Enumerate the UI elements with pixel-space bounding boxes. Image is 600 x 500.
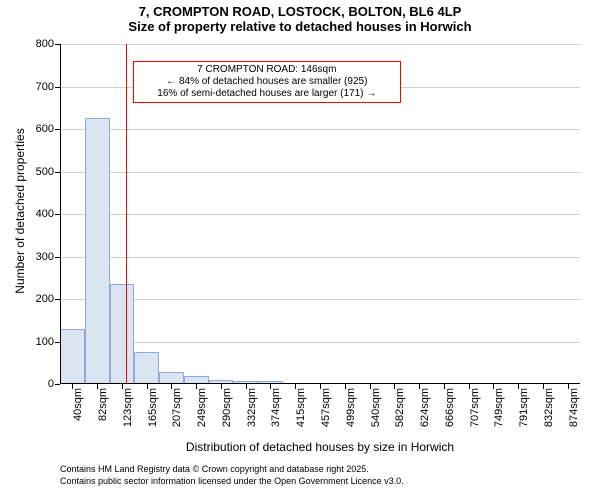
x-tick-label: 123sqm [122,384,134,427]
gridline [60,257,580,258]
x-tick-label: 666sqm [444,384,456,427]
x-tick-label: 40sqm [72,384,84,421]
y-axis-line [60,44,61,384]
annotation-line: 16% of semi-detached houses are larger (… [138,88,396,100]
x-tick-label: 207sqm [171,384,183,427]
title-block: 7, CROMPTON ROAD, LOSTOCK, BOLTON, BL6 4… [0,0,600,34]
x-tick-label: 457sqm [320,384,332,427]
x-tick-label: 749sqm [493,384,505,427]
y-axis-label: Number of detached properties [13,111,27,311]
gridline [60,129,580,130]
x-tick-label: 624sqm [419,384,431,427]
x-tick-label: 707sqm [469,384,481,427]
chart-container: 7, CROMPTON ROAD, LOSTOCK, BOLTON, BL6 4… [0,0,600,500]
annotation-line: ← 84% of detached houses are smaller (92… [138,76,396,88]
footer-line-2: Contains public sector information licen… [60,476,404,486]
gridline [60,299,580,300]
x-tick-label: 374sqm [270,384,282,427]
gridline [60,172,580,173]
plot-area: 010020030040050060070080040sqm82sqm123sq… [60,44,580,384]
x-tick-label: 82sqm [97,384,109,421]
title-line-2: Size of property relative to detached ho… [0,19,600,34]
title-line-1: 7, CROMPTON ROAD, LOSTOCK, BOLTON, BL6 4… [0,4,600,19]
x-tick-label: 290sqm [221,384,233,427]
histogram-bar [110,284,135,384]
marker-line [126,44,127,384]
x-axis-label: Distribution of detached houses by size … [60,440,580,454]
gridline [60,342,580,343]
gridline [60,214,580,215]
histogram-bar [134,352,159,384]
annotation-box: 7 CROMPTON ROAD: 146sqm← 84% of detached… [133,61,401,103]
x-tick-label: 832sqm [543,384,555,427]
histogram-bar [60,329,85,384]
x-tick-label: 415sqm [295,384,307,427]
x-tick-label: 874sqm [568,384,580,427]
footer-line-1: Contains HM Land Registry data © Crown c… [60,464,369,474]
x-tick-label: 332sqm [246,384,258,427]
annotation-line: 7 CROMPTON ROAD: 146sqm [138,64,396,76]
x-tick-label: 249sqm [196,384,208,427]
x-tick-label: 540sqm [370,384,382,427]
x-axis-line [60,383,580,384]
x-tick-label: 791sqm [518,384,530,427]
x-tick-label: 165sqm [147,384,159,427]
y-tick-mark [55,384,60,385]
x-tick-label: 582sqm [394,384,406,427]
histogram-bar [85,118,110,384]
gridline [60,44,580,45]
x-tick-label: 499sqm [345,384,357,427]
